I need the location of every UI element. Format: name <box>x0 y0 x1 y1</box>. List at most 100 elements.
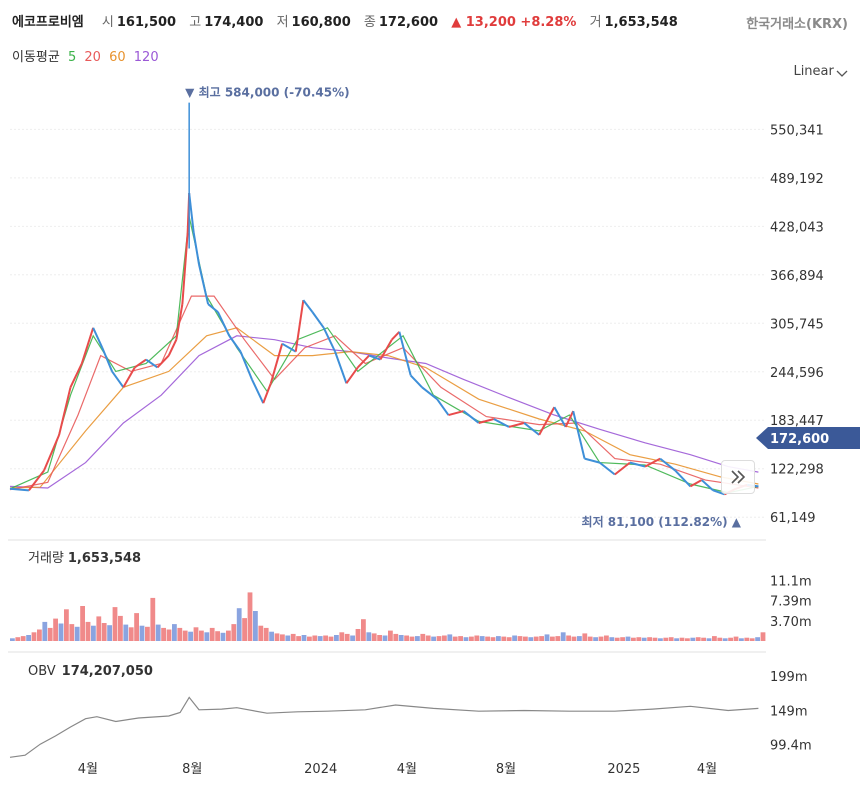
volume-bar <box>658 638 663 641</box>
ma-legend-60[interactable]: 60 <box>109 50 126 65</box>
volume-bar <box>339 632 345 641</box>
volume-tick-label: 3.70m <box>770 615 812 630</box>
volume-bar <box>209 627 215 641</box>
obv-title: OBV 174,207,050 <box>28 664 153 679</box>
price-segment <box>69 363 83 388</box>
price-tick-label: 550,341 <box>770 123 824 138</box>
volume-bar <box>501 636 507 641</box>
volume-bar <box>463 637 469 641</box>
volume-bar <box>172 624 177 641</box>
volume-title: 거래량 1,653,548 <box>28 551 141 566</box>
volume-bar <box>26 635 31 641</box>
volume-bar <box>733 636 739 641</box>
price-tick-label: 183,447 <box>770 414 824 429</box>
price-segment <box>188 192 195 233</box>
volume-bar <box>301 635 307 641</box>
last-price-label: 172,600 <box>770 432 829 447</box>
ma-legend: 이동평균 5 20 60 120 <box>12 46 163 65</box>
ma-line-120 <box>9 335 759 489</box>
close-value: 172,600 <box>378 15 439 30</box>
volume-bar <box>80 606 85 641</box>
volume-bar <box>231 624 237 641</box>
price-segment <box>192 232 200 265</box>
volume-bar <box>528 637 534 641</box>
volume-bar <box>123 624 129 641</box>
volume-tick-label: 7.39m <box>770 595 812 610</box>
volume-bar <box>539 636 544 641</box>
price-segment <box>251 378 265 404</box>
volume-bar <box>290 633 296 641</box>
volume-bar <box>91 625 96 641</box>
volume-bar <box>382 635 388 641</box>
volume-bar <box>533 636 539 641</box>
price-annotations: ▼ 최고 584,000 (-70.45%) 최저 81,100 (112.82%… <box>185 85 860 529</box>
price-segment <box>599 461 616 476</box>
ma-legend-20[interactable]: 20 <box>84 50 101 65</box>
volume-bar <box>307 636 312 641</box>
volume-bar <box>371 633 377 641</box>
volume-bar <box>20 636 26 641</box>
volume-bar <box>593 637 598 641</box>
volume-bar <box>695 637 701 641</box>
price-segment <box>421 386 438 400</box>
price-segment <box>508 422 525 428</box>
volume-bar <box>749 638 755 641</box>
scale-mode-dropdown[interactable]: Linear <box>793 64 838 79</box>
volume-bar <box>447 634 453 641</box>
volume-bar <box>571 636 577 641</box>
volume-bar <box>161 627 166 641</box>
volume-bar <box>517 636 523 641</box>
volume-bar <box>458 636 463 641</box>
volume-bar <box>577 636 582 641</box>
obv-axis: 199m 149m 99.4m <box>770 670 812 754</box>
volume-bar <box>647 637 652 641</box>
volume-bar <box>641 637 647 641</box>
volume-bar <box>269 631 274 641</box>
time-tick-label: 2025 <box>607 762 640 777</box>
volume-tick-label: 11.1m <box>770 574 812 589</box>
quote-header: 에코프로비엠 시 161,500 고 174,400 저 160,800 종 172,6… <box>12 11 687 30</box>
obv-series <box>9 696 759 758</box>
volume-bar <box>760 632 766 641</box>
volume-bar <box>474 635 480 641</box>
scroll-latest-button[interactable] <box>721 460 755 494</box>
time-axis: 4월 8월 2024 4월 8월 2025 4월 <box>78 762 717 777</box>
change-value: ▲ 13,200 +8.28% <box>451 15 577 30</box>
volume-label: 거 <box>589 15 602 30</box>
price-segment <box>538 406 556 436</box>
volume-bar <box>442 635 447 641</box>
price-segment <box>689 479 703 488</box>
obv-tick-label: 149m <box>770 704 807 719</box>
stock-name: 에코프로비엠 <box>12 15 84 30</box>
price-segment <box>186 193 191 233</box>
volume-bar <box>263 627 269 641</box>
price-tick-label: 61,149 <box>770 511 816 526</box>
price-segment <box>101 347 113 372</box>
volume-bar <box>604 635 609 641</box>
volume-bar <box>609 637 615 641</box>
volume-bar <box>555 636 561 641</box>
price-series <box>9 102 759 496</box>
ma-legend-120[interactable]: 120 <box>133 50 159 65</box>
price-segment <box>156 354 170 369</box>
volume-bar <box>10 638 15 641</box>
chevron-down-icon[interactable] <box>836 70 848 78</box>
price-segment <box>294 299 305 352</box>
price-segment <box>281 342 297 353</box>
volume-bar <box>96 616 102 641</box>
volume-bar <box>744 637 750 641</box>
volume-bar <box>393 633 399 641</box>
volume-bar <box>523 636 528 641</box>
price-segment <box>228 335 242 353</box>
volume-bar <box>236 608 242 641</box>
price-segment <box>122 366 136 388</box>
volume-bar <box>64 609 69 641</box>
price-segment <box>379 339 393 361</box>
volume-bar <box>652 637 658 641</box>
price-axis: 550,341 489,192 428,043 366,894 305,745 244,5… <box>770 123 824 526</box>
volume-bar <box>409 636 415 641</box>
ma-legend-5[interactable]: 5 <box>67 50 77 65</box>
volume-bar <box>166 629 172 641</box>
volume-bar <box>377 635 382 641</box>
